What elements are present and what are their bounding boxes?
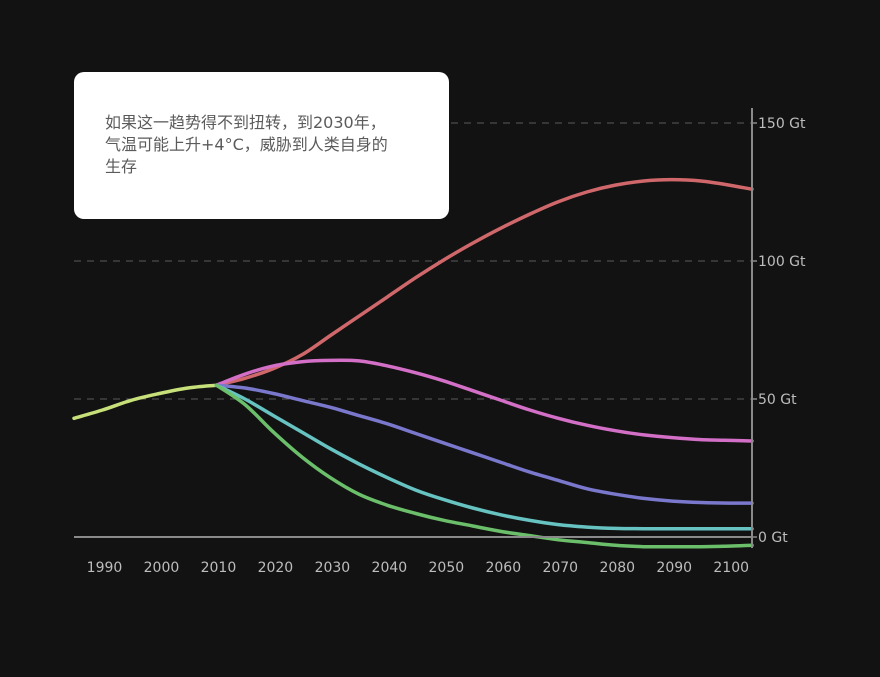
- x-tick-label-11: 2100: [713, 560, 749, 576]
- callout-text: 如果这一趋势得不到扭转，到2030年，气温可能上升+4°C，威胁到人类自身的生存: [105, 113, 388, 176]
- x-axis-ticks: 1990 2000 2010 2020 2030 2040 2050 2060 2070 2080…: [87, 560, 749, 576]
- x-tick-label-3: 2020: [258, 560, 294, 576]
- x-tick-label-9: 2080: [599, 560, 635, 576]
- y-tick-label-3: 150 Gt: [758, 116, 806, 132]
- series-line-1: [214, 177, 754, 387]
- x-tick-label-0: 1990: [87, 560, 123, 576]
- axes: [74, 108, 753, 548]
- x-tick-label-1: 2000: [144, 560, 180, 576]
- y-tick-label-2: 100 Gt: [758, 254, 806, 270]
- y-tick-label-0: 0 Gt: [758, 530, 788, 546]
- x-tick-label-8: 2070: [542, 560, 578, 576]
- x-tick-label-10: 2090: [656, 560, 692, 576]
- x-tick-label-6: 2050: [429, 560, 465, 576]
- series-line-5: [214, 383, 754, 549]
- series-line-2: [214, 358, 754, 443]
- series-lines: [72, 177, 754, 549]
- x-tick-label-2: 2010: [201, 560, 237, 576]
- y-axis-ticks: 0 Gt 50 Gt 100 Gt 150 Gt: [752, 116, 806, 546]
- y-tick-label-1: 50 Gt: [758, 392, 797, 408]
- series-line-0: [72, 383, 219, 421]
- x-tick-label-5: 2040: [372, 560, 408, 576]
- series-line-3: [214, 383, 754, 505]
- callout-box: 如果这一趋势得不到扭转，到2030年，气温可能上升+4°C，威胁到人类自身的生存: [74, 72, 449, 219]
- x-tick-label-7: 2060: [485, 560, 521, 576]
- series-line-4: [214, 383, 754, 531]
- x-tick-label-4: 2030: [315, 560, 351, 576]
